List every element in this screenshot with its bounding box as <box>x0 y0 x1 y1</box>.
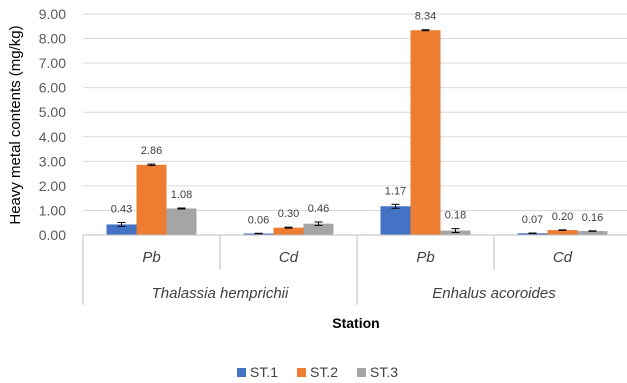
bar-st3 <box>303 223 334 235</box>
data-label: 0.30 <box>278 208 299 220</box>
data-label: 0.18 <box>445 210 466 222</box>
data-label: 8.34 <box>415 11 436 23</box>
legend-label: ST.2 <box>310 364 338 380</box>
bar-st2 <box>410 30 441 236</box>
y-tick-label: 8.00 <box>39 31 66 47</box>
legend-label: ST.1 <box>250 364 278 380</box>
category-label: Cd <box>553 249 573 266</box>
category-label: Pb <box>142 249 160 266</box>
data-label: 0.16 <box>582 212 603 224</box>
y-tick-label: 0.00 <box>39 227 66 243</box>
bar-st2 <box>547 230 578 235</box>
category-label: Cd <box>279 249 299 266</box>
bar-st2 <box>273 227 304 235</box>
data-label: 1.08 <box>171 189 192 201</box>
data-label: 1.17 <box>385 185 406 197</box>
x-axis-title: Station <box>332 315 379 331</box>
legend-swatch <box>357 368 366 377</box>
category-labels: Pb Cd Pb Cd <box>142 249 572 266</box>
data-label: 0.06 <box>248 214 269 226</box>
category-label: Pb <box>416 249 434 266</box>
axes <box>82 234 627 305</box>
bar-st3 <box>166 208 197 235</box>
data-label: 2.86 <box>141 145 162 157</box>
y-axis-title: Heavy metal contents (mg/kg) <box>7 25 24 224</box>
bar-st3 <box>577 231 608 235</box>
bar-st1 <box>517 233 548 235</box>
data-labels: 0.43 2.86 1.08 0.06 0.30 0.46 1.17 8.34 0.18 0.07… <box>111 11 603 227</box>
legend-label: ST.3 <box>370 364 398 380</box>
group-labels: Thalassia hemprichii Enhalus acoroides <box>152 285 557 302</box>
error-bars <box>117 29 597 235</box>
y-tick-label: 7.00 <box>39 55 66 71</box>
gridlines <box>83 13 627 211</box>
y-tick-label: 9.00 <box>39 6 66 22</box>
y-tick-label: 3.00 <box>39 153 66 169</box>
bar-st1 <box>380 206 411 235</box>
bar-st2 <box>136 164 167 235</box>
y-axis-ticks: 0.00 1.00 2.00 3.00 4.00 5.00 6.00 7.00 8.00 9.00 <box>39 6 66 243</box>
group-label: Thalassia hemprichii <box>152 285 289 302</box>
legend-swatch <box>237 368 246 377</box>
data-label: 0.43 <box>111 203 132 215</box>
bars <box>106 30 608 236</box>
y-tick-label: 5.00 <box>39 104 66 120</box>
legend-swatch <box>297 368 306 377</box>
y-tick-label: 2.00 <box>39 178 66 194</box>
data-label: 0.46 <box>308 203 329 215</box>
legend: ST.1 ST.2 ST.3 <box>237 364 398 380</box>
y-tick-label: 6.00 <box>39 80 66 96</box>
data-label: 0.07 <box>522 214 543 226</box>
data-label: 0.20 <box>552 211 573 223</box>
bar-st1 <box>106 224 137 235</box>
y-tick-label: 4.00 <box>39 129 66 145</box>
y-tick-label: 1.00 <box>39 202 66 218</box>
group-label: Enhalus acoroides <box>432 285 556 302</box>
